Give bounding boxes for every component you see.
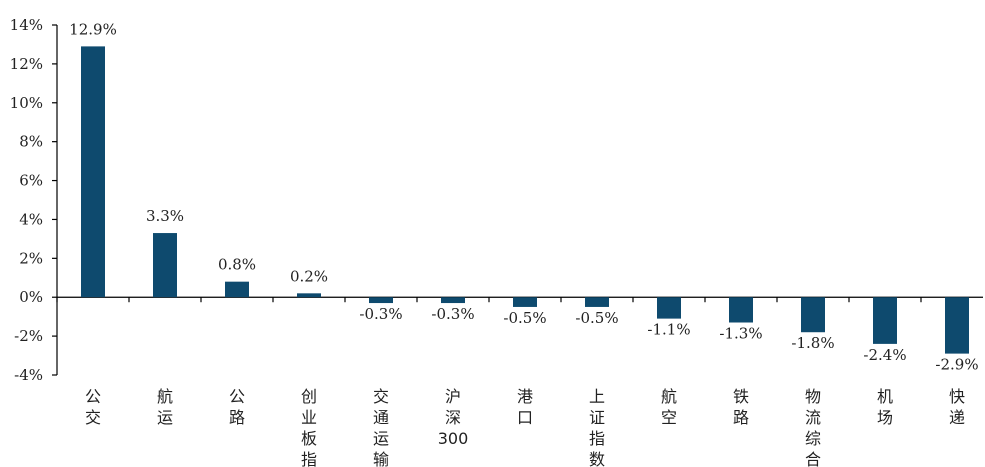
bar (441, 297, 465, 304)
bar (297, 293, 321, 298)
bar (153, 233, 177, 298)
x-category-label: 沪深 300 (438, 387, 469, 448)
data-label: -0.5% (503, 309, 546, 327)
x-category-label: 航运 (157, 387, 173, 427)
bar (369, 297, 393, 304)
bar (873, 297, 897, 344)
bar (513, 297, 537, 307)
y-tick-label: 0% (19, 288, 43, 306)
bar (801, 297, 825, 333)
data-label: -2.9% (935, 356, 978, 374)
bar (657, 297, 681, 319)
bar (225, 281, 249, 298)
x-category-label: 航空 (661, 387, 677, 427)
y-tick-label: 4% (19, 210, 43, 228)
x-category-label: 港口 (517, 387, 533, 427)
bar (945, 297, 969, 354)
data-label: -1.3% (719, 325, 762, 343)
x-category-label: 创业板指 (301, 387, 317, 467)
data-label: -0.5% (575, 309, 618, 327)
x-category-label: 公交 (85, 387, 101, 427)
data-label: -1.8% (791, 334, 834, 352)
data-label: -1.1% (647, 321, 690, 339)
category-labels: 公交 航运 公路 创业板指 交通运输 沪深 300 港口 上证指数 航空 铁路 物流综合 机场 快递 (85, 387, 965, 467)
y-tick-label: -4% (14, 366, 43, 384)
data-label: -2.4% (863, 346, 906, 364)
x-category-label: 上证指数 (589, 387, 605, 467)
y-tick-label: 2% (19, 249, 43, 267)
data-label: -0.3% (431, 305, 474, 323)
x-category-label: 快递 (949, 387, 965, 427)
y-tick-label: 14% (10, 16, 43, 34)
data-label: -0.3% (359, 305, 402, 323)
x-category-label: 交通运输 (373, 387, 389, 467)
x-category-label: 公路 (229, 387, 245, 427)
x-category-label: 机场 (877, 387, 893, 427)
y-axis: 14% 12% 10% 8% 6% 4% 2% 0% -2% -4% (10, 16, 983, 384)
data-label: 0.2% (290, 267, 328, 285)
y-tick-label: 6% (19, 172, 43, 190)
y-tick-label: 8% (19, 133, 43, 151)
bars (81, 46, 969, 354)
y-tick-label: -2% (14, 327, 43, 345)
data-label: 3.3% (146, 207, 184, 225)
x-category-label: 物流综合 (805, 387, 821, 467)
data-labels: 12.9% 3.3% 0.8% 0.2% -0.3% -0.3% -0.5% -0.5% -1.… (69, 20, 978, 373)
y-tick-label: 12% (10, 55, 43, 73)
bar (729, 297, 753, 323)
data-label: 12.9% (69, 20, 117, 38)
y-tick-label: 10% (10, 94, 43, 112)
bar (81, 46, 105, 298)
x-category-label: 铁路 (733, 387, 749, 427)
data-label: 0.8% (218, 256, 256, 274)
bar (585, 297, 609, 307)
